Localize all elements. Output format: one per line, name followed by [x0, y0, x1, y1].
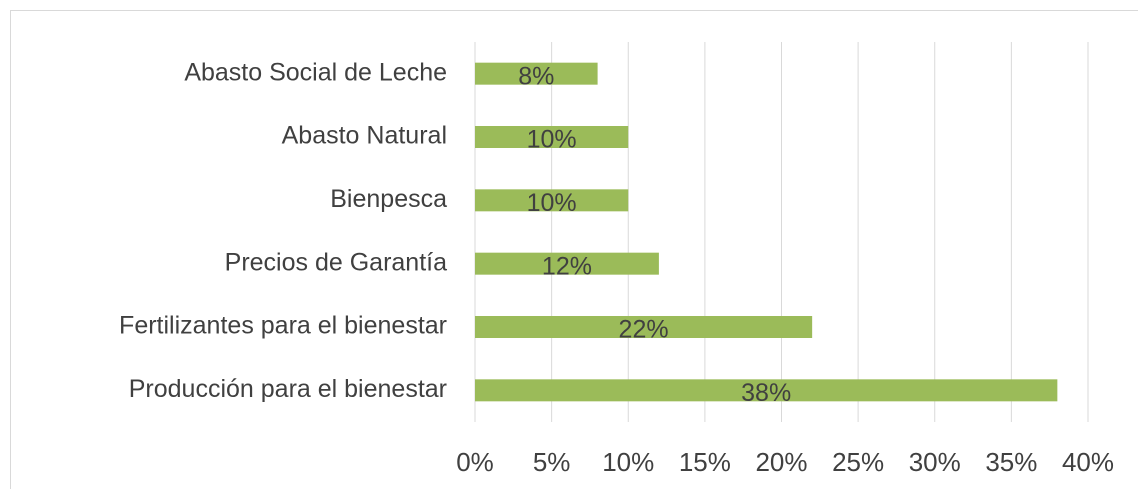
bar [475, 379, 1058, 402]
x-tick-label: 35% [985, 447, 1037, 477]
y-tick-label: Bienpesca [330, 185, 447, 213]
data-label: 10% [527, 126, 577, 154]
bar [475, 316, 813, 338]
bar [475, 126, 629, 148]
y-tick-label: Fertilizantes para el bienestar [119, 312, 447, 340]
x-tick-label: 30% [909, 447, 961, 477]
y-tick-label: Abasto Natural [282, 122, 447, 150]
x-tick-label: 20% [755, 447, 807, 477]
bar [475, 62, 598, 85]
y-tick-label: Abasto Social de Leche [184, 58, 447, 86]
data-label: 12% [542, 252, 592, 280]
bar [475, 252, 659, 275]
bar [475, 189, 629, 212]
data-label: 8% [518, 62, 554, 90]
x-tick-label: 0% [456, 447, 494, 477]
x-tick-label: 40% [1062, 447, 1114, 477]
y-tick-label: Precios de Garantía [225, 248, 447, 276]
x-tick-label: 25% [832, 447, 884, 477]
data-label: 38% [741, 379, 791, 407]
x-tick-label: 10% [602, 447, 654, 477]
chart-frame [10, 10, 1138, 489]
data-label: 10% [527, 189, 577, 217]
x-tick-label: 5% [533, 447, 571, 477]
y-tick-label: Producción para el bienestar [129, 375, 447, 403]
x-tick-label: 15% [679, 447, 731, 477]
data-label: 22% [619, 316, 669, 344]
